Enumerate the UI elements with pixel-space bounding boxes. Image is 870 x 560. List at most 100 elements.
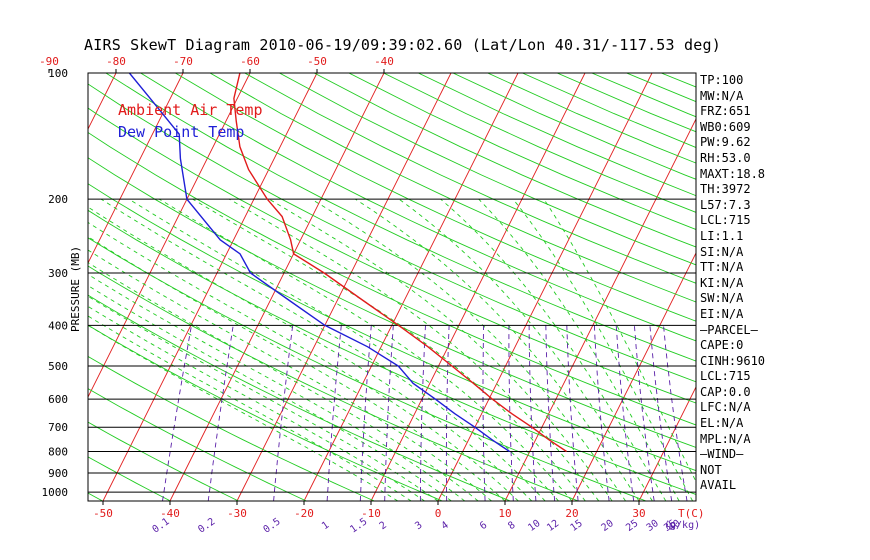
dry-adiabat-lines [0,73,870,501]
dry-adiabat-line [661,73,696,88]
pressure-tick-label: 1000 [42,486,69,499]
mixing-ratio-label: 20 [600,518,616,534]
moist-adiabat-line [192,198,586,501]
pressure-tick-label: 500 [48,360,68,373]
mixing-ratio-lines [162,325,688,501]
dry-adiabat-line [765,73,870,501]
index-item: KI:N/A [700,275,744,290]
profile-series [128,73,567,453]
mixing-ratio-line [593,325,610,501]
index-item: MAXT:18.8 [700,166,766,181]
moist-adiabat-line [88,206,533,501]
index-item: SI:N/A [700,244,744,259]
pressure-tick-label: 800 [48,446,68,459]
mixing-ratio-line [482,325,486,501]
mixing-ratio-unit-label: (g/kg) [664,520,700,531]
dry-adiabat-line [88,456,171,501]
dry-adiabat-line [313,73,696,248]
dry-adiabat-line [383,73,696,213]
isobar-lines [88,72,696,493]
mixing-ratio-label: 10 [526,518,542,534]
y-axis-label: PRESSURE (MB) [69,245,82,332]
index-item: —PARCEL— [700,322,758,337]
dew-point-temp-line [128,73,510,453]
top-temp-tick-label: -80 [106,55,126,68]
top-temp-tick-label: -70 [173,55,193,68]
dry-adiabat-line [88,183,696,472]
index-item: SW:N/A [700,291,744,306]
moist-adiabat-line [512,198,693,501]
mixing-ratio-line [615,325,635,501]
isotherm-line [88,73,117,131]
dry-adiabat-line [88,388,307,501]
moist-adiabat-line [229,198,600,501]
moist-adiabat-line [543,198,696,483]
mixing-ratio-line [545,325,556,501]
dry-adiabat-line [88,131,696,426]
index-item: LCL:715 [700,369,751,384]
dry-adiabat-line [88,265,579,501]
isotherm-line [102,73,318,501]
dry-adiabat-line [0,73,35,501]
plot-frame [87,72,697,502]
mixing-ratio-line [445,325,450,501]
isotherm-line [571,251,696,501]
top-temp-tick-label: -60 [240,55,260,68]
mixing-ratio-line [384,325,394,501]
moist-adiabat-line [88,236,506,501]
top-temp-tick-label: -90 [39,55,59,68]
bottom-temp-tick-label: -30 [227,507,247,520]
dry-adiabat-line [140,73,696,342]
index-item: MPL:N/A [700,431,751,446]
moist-adiabat-line [88,305,425,501]
index-item: LI:1.1 [700,228,744,243]
index-item: LFC:N/A [700,400,751,415]
moist-adiabat-line [88,221,519,501]
mixing-ratio-label: 0.5 [262,516,283,535]
index-item: TP:100 [700,73,744,87]
index-item: PW:9.62 [700,135,751,150]
moist-adiabat-line [88,249,492,501]
ambient-air-temp-line [233,73,567,453]
moist-adiabat-line [88,324,399,501]
bottom-temp-tick-label: 20 [565,507,578,520]
index-item: RH:53.0 [700,150,751,165]
pressure-tick-label: 900 [48,467,68,480]
dry-adiabat-line [88,107,696,404]
dry-adiabat-line [88,492,103,501]
moist-adiabat-line [128,198,559,501]
dry-adiabat-line [175,73,696,322]
isotherm-line [0,73,49,501]
bottom-temp-unit-label: T(C) [678,507,705,520]
mixing-ratio-line [273,325,294,501]
mixing-ratio-line [566,325,579,501]
mixing-ratio-label: 3 [413,520,424,532]
mixing-ratio-line [508,325,514,501]
moist-adiabat-line [311,198,626,501]
bottom-temp-tick-label: 10 [498,507,511,520]
dry-adiabat-line [105,73,696,362]
isotherm-line [840,73,870,501]
moist-adiabat-line [159,198,573,501]
mixing-ratio-label: 25 [624,518,640,534]
dry-adiabat-line [88,237,647,501]
isotherm-line [504,117,696,501]
moist-adiabat-lines [88,198,696,501]
bottom-temp-tick-label: 30 [632,507,645,520]
index-item: EI:N/A [700,306,744,321]
moist-adiabat-line [88,315,412,501]
dry-adiabat-line [88,355,375,501]
mixing-ratio-label: 4 [440,520,451,532]
dry-adiabat-line [279,73,696,266]
dry-adiabat-line [452,73,696,180]
bottom-temp-tick-label: -10 [361,507,381,520]
index-item: TT:N/A [700,260,744,275]
mixing-ratio-label: 12 [545,518,561,534]
isotherm-line [303,73,519,501]
chart-title: AIRS SkewT Diagram 2010-06-19/09:39:02.6… [84,36,721,54]
moist-adiabat-line [88,273,466,501]
mixing-ratio-line [633,325,655,501]
mixing-ratio-line [663,325,688,501]
index-item: WB0:609 [700,119,751,134]
